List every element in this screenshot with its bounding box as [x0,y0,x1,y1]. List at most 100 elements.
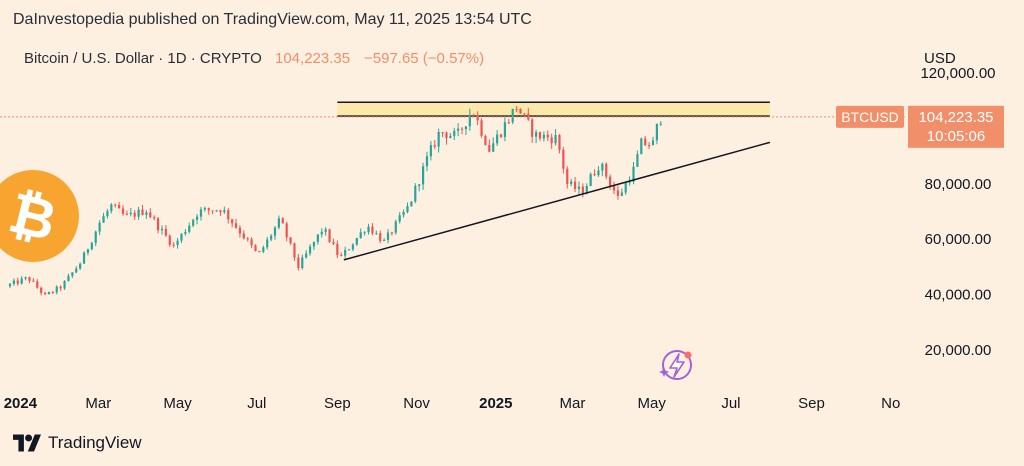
candle-body [609,176,612,186]
candle-body [273,227,277,236]
candle [82,251,86,264]
x-tick-label: No [881,395,900,412]
candle [562,146,565,174]
candle [593,169,596,177]
candle [484,134,487,146]
candle [79,262,82,270]
candle-body [367,226,370,233]
candle-body [75,268,78,273]
candle-body [651,140,655,146]
candle [386,229,390,244]
candle [308,244,312,256]
y-tick-label: 20,000.00 [925,342,992,359]
candle-body [546,134,549,138]
candle-body [414,185,417,202]
symbol-tag: BTCUSD [841,109,899,125]
candle [344,246,347,259]
candle-body [51,292,54,294]
candle [277,215,280,230]
candle [59,285,62,291]
candle [305,250,308,259]
candle [609,174,612,190]
candle-body [468,114,471,127]
candle-body [523,113,526,115]
candle [421,162,425,190]
candle [12,278,15,286]
candle [636,150,639,168]
candle-body [281,218,284,224]
candle-body [121,208,125,214]
candle-body [359,232,362,239]
candle-body [379,233,382,241]
candle [375,230,378,235]
candle-body [577,186,581,190]
candle-body [258,250,261,252]
candle [67,273,70,282]
candle [414,183,417,204]
candle [648,142,651,149]
candle-body [305,253,308,258]
candle-body [266,239,269,248]
candle-body [425,156,429,167]
candle [262,245,265,254]
candle [20,276,23,285]
candle [293,242,296,261]
candle [281,217,284,224]
candle [40,286,43,296]
last-price-badge [908,105,1004,148]
candle [215,209,218,212]
candle [503,116,507,142]
candle-body [43,292,47,295]
candle [246,237,249,242]
candle [624,181,627,195]
candle [347,248,351,251]
candle [332,238,335,245]
candle-body [531,119,534,137]
candle-body [499,134,503,137]
candle-body [355,238,358,245]
candle-body [375,233,378,235]
candle-body [172,244,175,246]
candle [184,229,187,236]
candle-body [149,212,152,218]
candle-body [36,281,39,288]
candle-body [141,209,144,216]
candle-body [176,240,179,246]
support-trendline-line [343,141,771,261]
candle-body [110,204,113,212]
candle-body [612,185,616,191]
candle-body [254,245,257,251]
candle-body [102,216,105,223]
tradingview-logo[interactable]: TradingView [13,433,142,453]
bitcoin-logo-icon: ₿ [0,170,79,262]
candle [449,132,452,139]
candle [340,252,343,257]
candle [106,208,109,219]
candle-body [542,134,545,139]
published-caption: DaInvestopedia published on TradingView.… [13,11,532,28]
candle-body [316,234,319,242]
candle [589,172,592,187]
candle [519,108,522,114]
candle [223,206,226,214]
candle [51,290,54,294]
candle-body [90,242,93,250]
candle [464,126,468,135]
sparkle-lightning-icon[interactable] [659,350,692,380]
candle [542,131,545,142]
candle-body [344,249,347,256]
candle-body [312,241,316,247]
candle [285,221,288,242]
candle-body [24,277,27,279]
candle-body [581,186,584,194]
candle-body [308,246,312,254]
y-tick-label: 40,000.00 [925,286,992,303]
candle-body [231,219,234,224]
x-tick-label: 2024 [4,395,38,412]
x-axis: 2024 Mar May Jul Sep Nov 2025 Mar May Jul Sep No [4,395,901,412]
candle-body [616,190,620,196]
candle [86,248,90,256]
candle-body [215,210,218,212]
candle-body [47,292,51,295]
